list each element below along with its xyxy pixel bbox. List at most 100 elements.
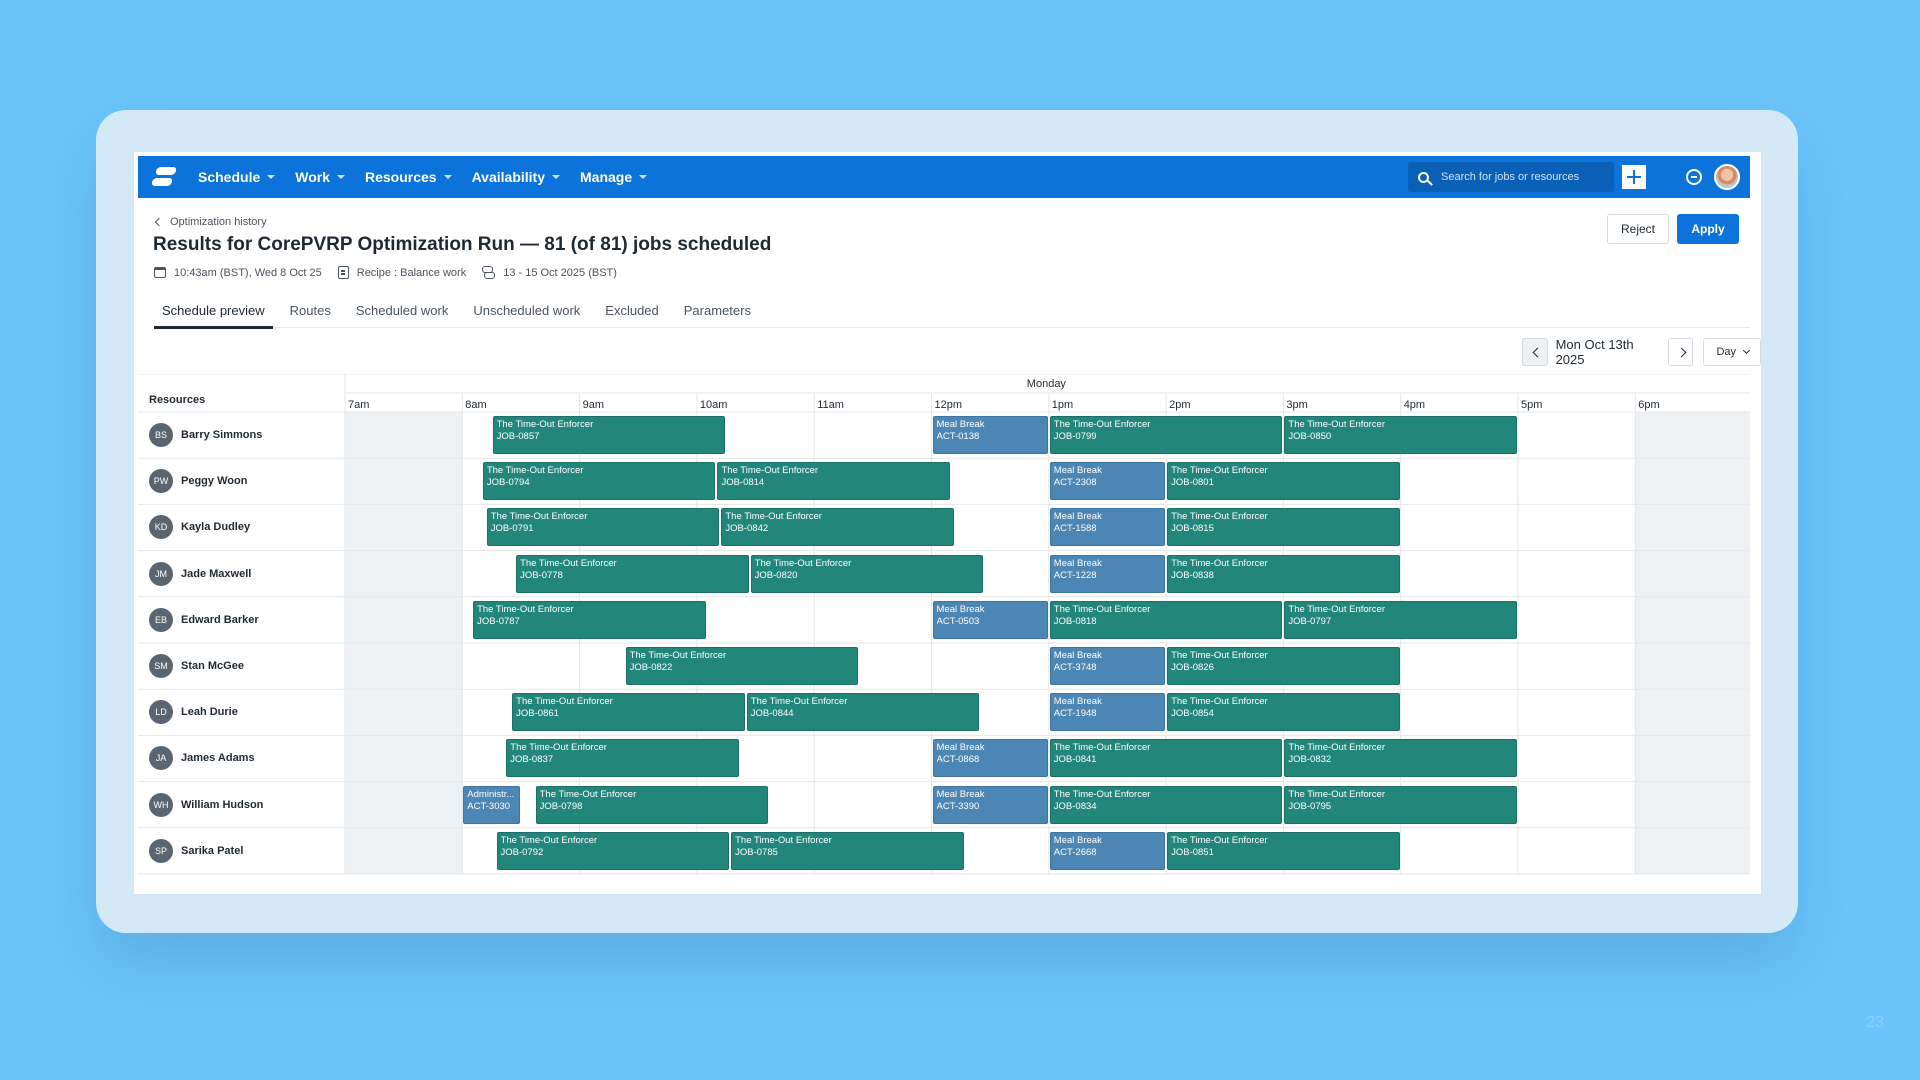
block-id: JOB-0841	[1053, 754, 1097, 766]
activity-block[interactable]: Meal Break ACT-0138	[932, 416, 1048, 454]
job-block[interactable]: The Time-Out Enforcer JOB-0851	[1167, 831, 1400, 870]
job-block[interactable]: The Time-Out Enforcer JOB-0841	[1049, 739, 1283, 778]
menu-work[interactable]: Work	[295, 169, 345, 185]
job-block[interactable]: The Time-Out Enforcer JOB-0834	[1049, 785, 1283, 824]
job-block[interactable]: The Time-Out Enforcer JOB-0814	[717, 462, 951, 501]
block-id: JOB-0820	[754, 569, 798, 581]
main-menu: Schedule Work Resources Availability Man…	[198, 156, 667, 198]
block-id: ACT-2668	[1053, 846, 1097, 858]
user-avatar[interactable]	[1714, 164, 1740, 190]
block-title: The Time-Out Enforcer	[750, 696, 848, 708]
resource-avatar: LD	[149, 700, 173, 725]
apply-button[interactable]: Apply	[1677, 214, 1739, 244]
block-title: The Time-Out Enforcer	[1171, 557, 1268, 569]
job-block[interactable]: The Time-Out Enforcer JOB-0857	[492, 416, 726, 454]
job-block[interactable]: The Time-Out Enforcer JOB-0785	[731, 831, 964, 870]
tab-excluded[interactable]: Excluded	[605, 303, 659, 318]
job-block[interactable]: The Time-Out Enforcer JOB-0842	[721, 508, 954, 547]
tab-parameters[interactable]: Parameters	[683, 303, 751, 318]
activity-block[interactable]: Meal Break ACT-1588	[1049, 508, 1166, 547]
activity-block[interactable]: Administr... ACT-3030	[463, 785, 520, 824]
tab-unscheduled-work[interactable]: Unscheduled work	[473, 303, 581, 318]
tab-schedule-preview[interactable]: Schedule preview	[154, 294, 273, 329]
activity-block[interactable]: Meal Break ACT-0503	[932, 600, 1048, 639]
activity-block[interactable]: Meal Break ACT-1948	[1049, 693, 1166, 732]
resource-row[interactable]: BS Barry Simmons	[138, 412, 345, 458]
activity-block[interactable]: Meal Break ACT-2668	[1049, 831, 1166, 870]
prev-day-button[interactable]	[1522, 338, 1548, 366]
job-block[interactable]: The Time-Out Enforcer JOB-0778	[516, 554, 749, 593]
resource-avatar: JA	[149, 746, 173, 771]
activity-block[interactable]: Meal Break ACT-0868	[932, 739, 1048, 778]
block-title: Administr...	[467, 788, 515, 800]
add-button[interactable]	[1622, 165, 1646, 189]
hour-label: 3pm	[1286, 399, 1308, 411]
block-id: JOB-0861	[516, 708, 559, 720]
job-block[interactable]: The Time-Out Enforcer JOB-0795	[1284, 785, 1517, 824]
menu-schedule[interactable]: Schedule	[198, 169, 276, 185]
resource-row[interactable]: EB Edward Barker	[138, 597, 345, 643]
job-block[interactable]: The Time-Out Enforcer JOB-0801	[1167, 462, 1400, 501]
menu-manage[interactable]: Manage	[580, 169, 648, 185]
sync-icon[interactable]	[1686, 169, 1702, 185]
run-meta: 10:43am (BST), Wed 8 Oct 25 Recipe : Bal…	[154, 266, 633, 279]
menu-resources[interactable]: Resources	[365, 169, 452, 185]
job-block[interactable]: The Time-Out Enforcer JOB-0815	[1167, 508, 1400, 547]
resource-row[interactable]: JA James Adams	[138, 735, 345, 781]
resource-avatar: SM	[149, 654, 173, 678]
resource-row[interactable]: KD Kayla Dudley	[138, 504, 345, 550]
back-link[interactable]: Optimization history	[154, 216, 267, 228]
job-block[interactable]: The Time-Out Enforcer JOB-0797	[1284, 600, 1517, 639]
view-select[interactable]: Day	[1703, 338, 1761, 366]
resource-row[interactable]: LD Leah Durie	[138, 689, 345, 735]
job-block[interactable]: The Time-Out Enforcer JOB-0820	[750, 554, 984, 593]
job-block[interactable]: The Time-Out Enforcer JOB-0787	[473, 600, 706, 639]
job-block[interactable]: The Time-Out Enforcer JOB-0838	[1167, 554, 1400, 593]
reject-button[interactable]: Reject	[1607, 214, 1669, 244]
activity-block[interactable]: Meal Break ACT-3390	[932, 785, 1048, 824]
activity-block[interactable]: Meal Break ACT-1228	[1049, 554, 1166, 593]
job-block[interactable]: The Time-Out Enforcer JOB-0822	[625, 647, 859, 685]
job-block[interactable]: The Time-Out Enforcer JOB-0818	[1049, 600, 1283, 639]
top-nav: Schedule Work Resources Availability Man…	[138, 156, 1750, 198]
job-block[interactable]: The Time-Out Enforcer JOB-0826	[1167, 647, 1400, 685]
job-block[interactable]: The Time-Out Enforcer JOB-0792	[496, 831, 730, 870]
resource-row[interactable]: SM Stan McGee	[138, 643, 345, 689]
block-id: ACT-1588	[1053, 523, 1097, 535]
resource-row[interactable]: PW Peggy Woon	[138, 458, 345, 504]
block-title: The Time-Out Enforcer	[721, 465, 819, 477]
resource-avatar: BS	[149, 423, 173, 447]
tab-routes[interactable]: Routes	[289, 303, 331, 318]
block-id: ACT-0503	[936, 615, 980, 627]
activity-block[interactable]: Meal Break ACT-3748	[1049, 647, 1166, 685]
tab-scheduled-work[interactable]: Scheduled work	[355, 303, 449, 318]
job-block[interactable]: The Time-Out Enforcer JOB-0791	[486, 508, 720, 547]
resource-row[interactable]: JM Jade Maxwell	[138, 551, 345, 597]
search-input[interactable]	[1441, 171, 1601, 183]
block-title: Meal Break	[1053, 511, 1102, 523]
block-id: JOB-0795	[1288, 800, 1332, 812]
job-block[interactable]: The Time-Out Enforcer JOB-0854	[1167, 693, 1400, 732]
job-block[interactable]: The Time-Out Enforcer JOB-0832	[1284, 739, 1517, 778]
resource-row[interactable]: WH William Hudson	[138, 782, 345, 828]
block-title: The Time-Out Enforcer	[1053, 788, 1151, 800]
logo-icon[interactable]	[150, 167, 178, 187]
resource-name: William Hudson	[181, 798, 264, 811]
next-day-button[interactable]	[1667, 338, 1694, 366]
resource-name: Leah Durie	[181, 706, 238, 719]
block-title: Meal Break	[1053, 465, 1102, 477]
block-title: The Time-Out Enforcer	[500, 834, 598, 846]
job-block[interactable]: The Time-Out Enforcer JOB-0850	[1284, 416, 1517, 454]
job-block[interactable]: The Time-Out Enforcer JOB-0799	[1049, 416, 1283, 454]
activity-block[interactable]: Meal Break ACT-2308	[1049, 462, 1166, 501]
resource-row[interactable]: SP Sarika Patel	[138, 828, 345, 874]
menu-availability[interactable]: Availability	[472, 169, 560, 185]
block-id: JOB-0826	[1171, 662, 1214, 673]
job-block[interactable]: The Time-Out Enforcer JOB-0798	[535, 785, 769, 824]
run-timestamp: 10:43am (BST), Wed 8 Oct 25	[174, 266, 322, 279]
job-block[interactable]: The Time-Out Enforcer JOB-0861	[512, 693, 745, 732]
hour-label: 5pm	[1521, 399, 1543, 411]
job-block[interactable]: The Time-Out Enforcer JOB-0794	[482, 462, 716, 501]
job-block[interactable]: The Time-Out Enforcer JOB-0844	[746, 693, 980, 732]
job-block[interactable]: The Time-Out Enforcer JOB-0837	[506, 739, 739, 778]
